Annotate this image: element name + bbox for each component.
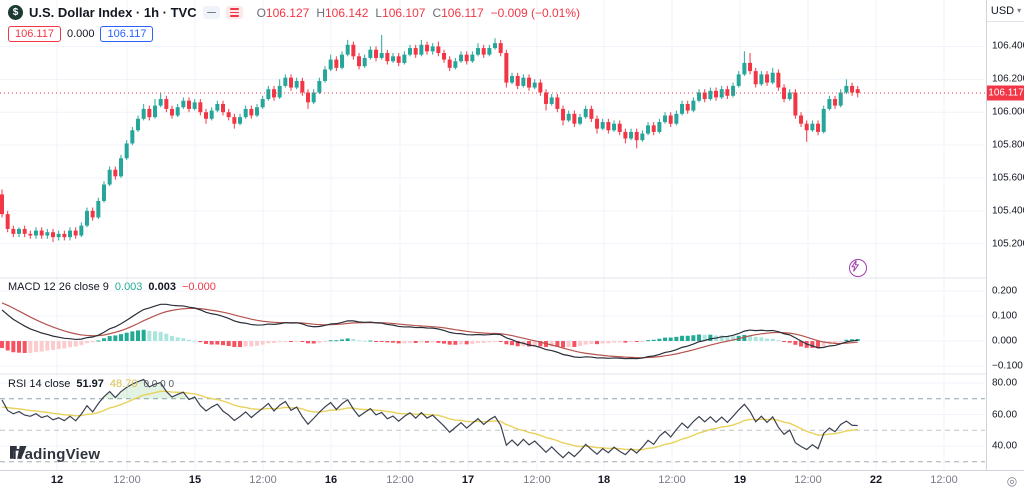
tradingview-logo-icon xyxy=(10,446,27,459)
line-tool-icon[interactable] xyxy=(202,6,220,19)
ohlc-readout: O106.127 H106.142 L106.107 C106.117 −0.0… xyxy=(257,6,580,20)
price-tick: 105.600 xyxy=(992,172,1024,184)
price-tick: 106.000 xyxy=(992,106,1024,118)
macd-tick: −0.100 xyxy=(992,360,1023,372)
rsi-tick: 80.00 xyxy=(992,377,1018,389)
time-label: 12 xyxy=(50,474,64,486)
rsi-value: 51.97 xyxy=(76,378,104,390)
low-label: L xyxy=(375,5,383,20)
price-tick: 105.400 xyxy=(992,205,1024,217)
rsi-pane-legend: RSI 14 close 51.97 48.70 0 0 0 0 xyxy=(8,378,174,390)
bid-price-badge[interactable]: 106.117 xyxy=(8,26,61,42)
bid-ask-row: 106.117 0.000 106.117 xyxy=(8,26,154,42)
symbol-logo-icon: $ xyxy=(8,5,23,20)
indicators-list-icon[interactable] xyxy=(225,6,243,19)
lightning-alert-icon[interactable] xyxy=(849,259,867,277)
time-label: 17 xyxy=(461,474,475,486)
time-label: 12:00 xyxy=(523,474,551,486)
open-label: O xyxy=(256,5,266,20)
ask-price-badge[interactable]: 106.117 xyxy=(100,26,154,42)
close-label: C xyxy=(432,5,442,20)
macd-label[interactable]: MACD 12 26 close 9 xyxy=(8,281,109,293)
time-label: 12:00 xyxy=(794,474,822,486)
macd-tick: 0.100 xyxy=(992,310,1018,322)
price-axis[interactable]: USD ▾ 106.400 106.200 106.000 105.800 105.60… xyxy=(986,0,1024,488)
high-value: 106.142 xyxy=(324,5,369,20)
price-tick: 105.200 xyxy=(992,238,1024,250)
change-value: −0.009 (−0.01%) xyxy=(490,5,581,20)
macd-pane-legend: MACD 12 26 close 9 0.003 0.003 −0.000 xyxy=(8,281,216,293)
last-price-badge: 106.117 xyxy=(987,85,1024,101)
spread-value: 0.000 xyxy=(66,28,95,40)
time-label: 12:00 xyxy=(658,474,686,486)
symbol-title[interactable]: U.S. Dollar Index · 1h · TVC xyxy=(29,5,197,20)
rsi-tick: 40.00 xyxy=(992,440,1018,452)
close-value: 106.117 xyxy=(441,5,484,20)
time-label: 15 xyxy=(188,474,202,486)
currency-selector[interactable]: USD ▾ xyxy=(987,0,1024,22)
chart-header: $ U.S. Dollar Index · 1h · TVC O106.127 … xyxy=(8,5,580,20)
time-label: 12:00 xyxy=(249,474,277,486)
time-label: 12:00 xyxy=(113,474,141,486)
scroll-to-realtime-icon[interactable]: ◎ xyxy=(1006,474,1018,488)
tradingview-watermark[interactable]: TradingView xyxy=(10,446,100,463)
rsi-extra-values: 0 0 0 0 xyxy=(143,379,175,390)
macd-tick: 0.000 xyxy=(992,335,1018,347)
macd-tick: 0.200 xyxy=(992,285,1018,297)
time-label: 12:00 xyxy=(930,474,958,486)
price-tick: 106.400 xyxy=(992,40,1024,52)
rsi-ma-value: 48.70 xyxy=(109,378,138,390)
macd-value: 0.003 xyxy=(114,281,143,293)
chevron-down-icon: ▾ xyxy=(1017,6,1022,15)
currency-label: USD xyxy=(990,4,1015,17)
price-tick: 105.800 xyxy=(992,139,1024,151)
low-value: 106.107 xyxy=(382,5,426,20)
time-label: 12:00 xyxy=(386,474,414,486)
time-axis[interactable]: 12 12:00 15 12:00 16 12:00 17 12:00 18 12:00 19 12:… xyxy=(0,470,1024,488)
time-label: 16 xyxy=(324,474,338,486)
tradingview-watermark-text: TradingView xyxy=(10,446,101,463)
time-label: 18 xyxy=(597,474,611,486)
price-tick: 106.200 xyxy=(992,73,1024,85)
macd-signal-value: 0.003 xyxy=(148,281,176,293)
high-label: H xyxy=(316,5,325,20)
rsi-tick: 60.00 xyxy=(992,409,1018,420)
time-label: 19 xyxy=(733,474,747,486)
rsi-label[interactable]: RSI 14 close xyxy=(8,378,71,390)
macd-hist-value: −0.000 xyxy=(181,281,216,293)
open-value: 106.127 xyxy=(265,5,310,20)
time-label: 22 xyxy=(869,474,883,486)
